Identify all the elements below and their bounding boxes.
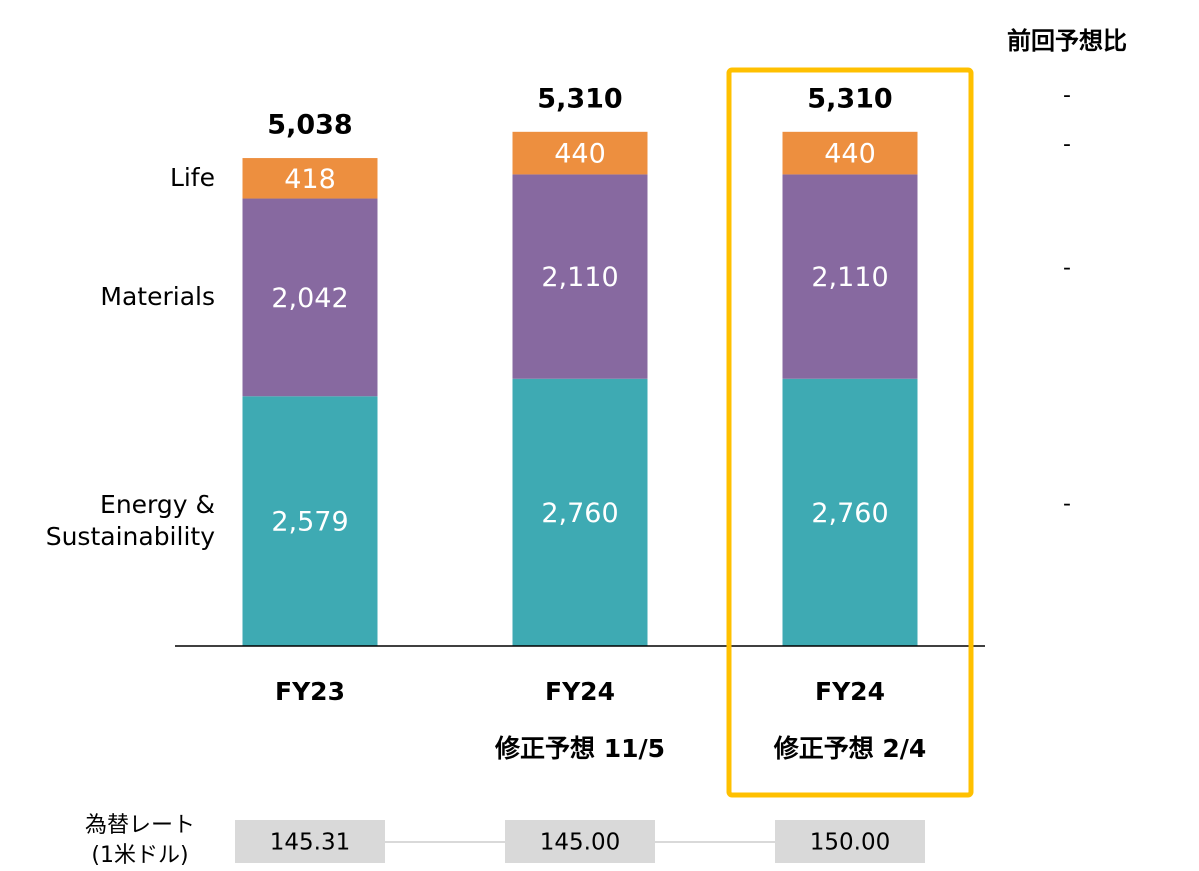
category-label: 修正予想 2/4 [773, 734, 927, 763]
bar-segment [512, 174, 648, 379]
bar-segment [242, 396, 378, 646]
bar-segment [242, 158, 378, 199]
bar-segment [512, 378, 648, 646]
value-label: 440 [554, 139, 606, 170]
value-label: 2,760 [811, 498, 888, 529]
fx-value: 145.00 [540, 830, 620, 856]
legend-label: Materials [100, 282, 215, 312]
fx-box [775, 820, 925, 863]
total-label: 5,310 [807, 83, 892, 114]
value-label: 2,042 [271, 283, 348, 314]
legend-label: Life [169, 163, 215, 193]
comparison-value: - [1063, 491, 1071, 516]
total-label: 5,038 [267, 110, 352, 141]
total-label: 5,310 [537, 83, 622, 114]
value-label: 2,110 [541, 262, 618, 293]
category-label: 修正予想 11/5 [494, 734, 665, 763]
category-label: FY24 [545, 677, 615, 706]
fx-label: (1米ドル) [91, 843, 188, 868]
value-label: 2,579 [271, 507, 348, 538]
comparison-value: - [1063, 132, 1071, 157]
comparison-value: - [1063, 83, 1071, 108]
fx-box [235, 820, 385, 863]
comparison-title: 前回予想比 [1007, 27, 1127, 55]
category-label: FY23 [275, 677, 345, 706]
fx-label: 為替レート [85, 813, 195, 838]
fx-box [505, 820, 655, 863]
category-label: FY24 [815, 677, 885, 706]
highlight-box [726, 67, 974, 798]
value-label: 418 [284, 164, 336, 195]
value-label: 2,110 [811, 262, 888, 293]
legend-label: Energy & Sustainability [45, 490, 215, 552]
comparison-value: - [1063, 256, 1071, 281]
bar-segment [782, 378, 918, 646]
bar-segment [782, 174, 918, 379]
bar-segment [242, 198, 378, 397]
value-label: 440 [824, 139, 876, 170]
fx-value: 145.31 [270, 830, 350, 856]
bar-segment [782, 131, 918, 175]
fx-value: 150.00 [810, 830, 890, 856]
value-label: 2,760 [541, 498, 618, 529]
bar-segment [512, 131, 648, 175]
